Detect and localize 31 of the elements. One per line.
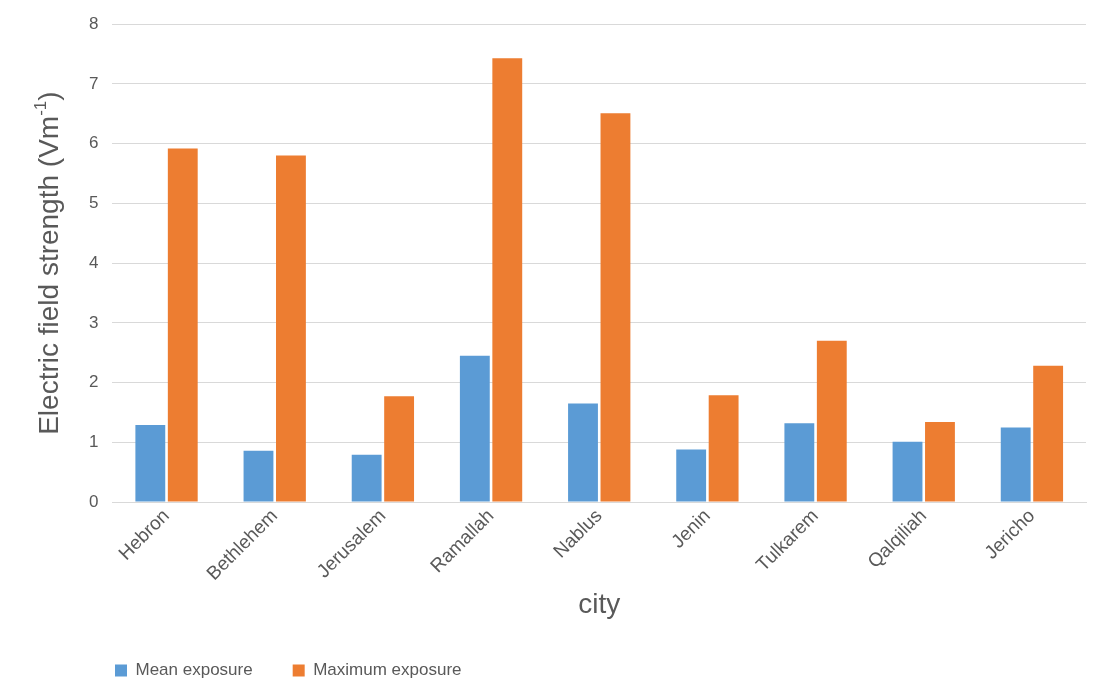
y-tick-label: 6 bbox=[88, 133, 99, 153]
y-tick-label: 8 bbox=[88, 13, 99, 33]
bar bbox=[708, 395, 739, 502]
bar bbox=[1000, 427, 1031, 502]
legend-label: Mean exposure bbox=[135, 660, 253, 680]
bar bbox=[384, 396, 415, 502]
bar bbox=[167, 148, 198, 502]
y-axis-title: Electric field strength (Vm-1) bbox=[31, 91, 64, 435]
bar bbox=[1033, 365, 1064, 502]
y-tick-label: 1 bbox=[88, 432, 99, 451]
bar bbox=[600, 113, 631, 502]
y-tick-label: 4 bbox=[88, 252, 99, 272]
bar bbox=[351, 454, 382, 502]
bar bbox=[459, 355, 490, 502]
y-tick-label: 5 bbox=[88, 193, 99, 213]
legend-label: Maximum exposure bbox=[313, 660, 462, 680]
y-tick-label: 7 bbox=[88, 73, 99, 93]
bar bbox=[276, 155, 306, 502]
bar bbox=[568, 403, 598, 502]
bar bbox=[135, 425, 166, 502]
bar bbox=[676, 449, 707, 502]
bar bbox=[892, 441, 923, 502]
x-axis-title: city bbox=[578, 587, 621, 619]
bar bbox=[925, 422, 955, 502]
y-tick-label: 3 bbox=[88, 312, 99, 332]
y-tick-label: 2 bbox=[88, 372, 99, 392]
y-tick-label: 0 bbox=[88, 491, 99, 511]
bar bbox=[784, 423, 815, 502]
bar bbox=[243, 450, 274, 502]
bar bbox=[816, 340, 847, 502]
bar bbox=[492, 58, 523, 502]
